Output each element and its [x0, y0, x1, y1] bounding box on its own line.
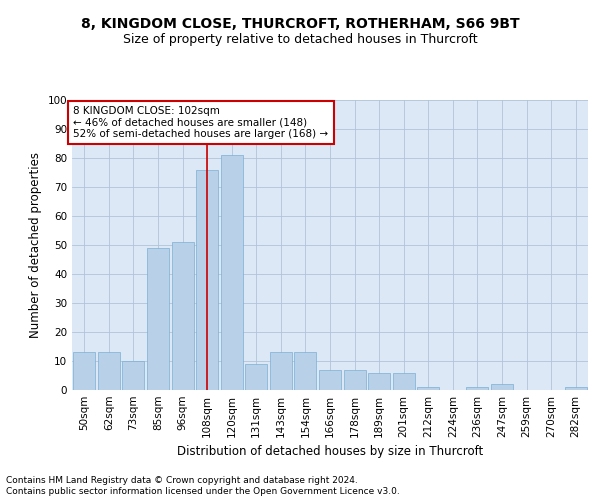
Text: 8 KINGDOM CLOSE: 102sqm
← 46% of detached houses are smaller (148)
52% of semi-d: 8 KINGDOM CLOSE: 102sqm ← 46% of detache… [73, 106, 328, 139]
Bar [245, 364, 268, 390]
Bar [172, 242, 194, 390]
Text: Size of property relative to detached houses in Thurcroft: Size of property relative to detached ho… [122, 32, 478, 46]
Bar [491, 384, 513, 390]
Bar [221, 155, 243, 390]
Bar [565, 387, 587, 390]
Y-axis label: Number of detached properties: Number of detached properties [29, 152, 42, 338]
Bar [466, 387, 488, 390]
Bar [295, 352, 316, 390]
Bar [196, 170, 218, 390]
Bar [392, 372, 415, 390]
Bar [319, 370, 341, 390]
Bar [73, 352, 95, 390]
X-axis label: Distribution of detached houses by size in Thurcroft: Distribution of detached houses by size … [177, 446, 483, 458]
Bar [344, 370, 365, 390]
Text: Contains public sector information licensed under the Open Government Licence v3: Contains public sector information licen… [6, 487, 400, 496]
Text: Contains HM Land Registry data © Crown copyright and database right 2024.: Contains HM Land Registry data © Crown c… [6, 476, 358, 485]
Bar [122, 361, 145, 390]
Bar [270, 352, 292, 390]
Bar [147, 248, 169, 390]
Bar [368, 372, 390, 390]
Bar [98, 352, 120, 390]
Text: 8, KINGDOM CLOSE, THURCROFT, ROTHERHAM, S66 9BT: 8, KINGDOM CLOSE, THURCROFT, ROTHERHAM, … [80, 18, 520, 32]
Bar [417, 387, 439, 390]
